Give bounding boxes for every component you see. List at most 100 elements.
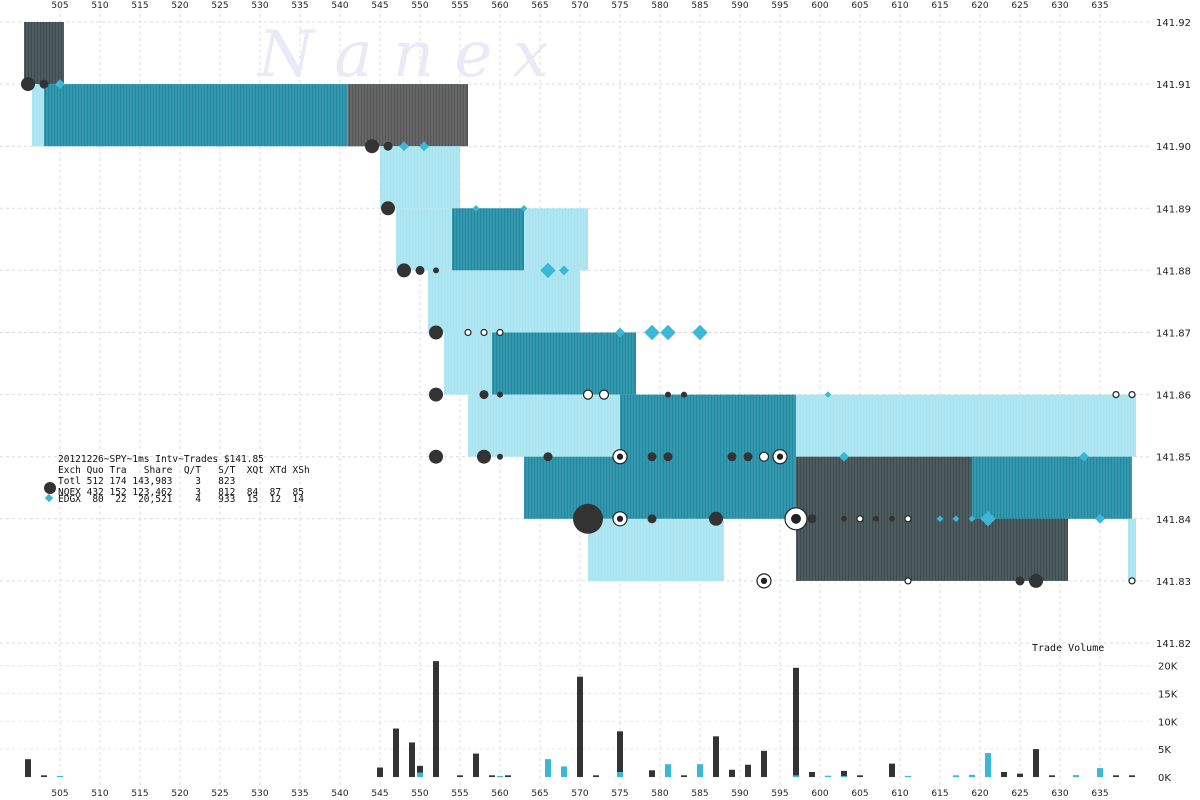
- volume-bar-edgx: [969, 774, 975, 777]
- x-tick-label-bottom: 625: [1011, 789, 1028, 799]
- x-tick-label-bottom: 605: [851, 789, 868, 799]
- x-tick-label-bottom: 515: [131, 789, 148, 799]
- x-tick-label-bottom: 590: [731, 789, 748, 799]
- x-tick-label-top: 610: [891, 1, 908, 11]
- vol-tick-label: 0K: [1158, 773, 1171, 784]
- x-tick-label-bottom: 565: [531, 789, 548, 799]
- volume-bar-edgx: [697, 764, 703, 777]
- nqex-trade: [497, 391, 503, 398]
- nqex-trade: [433, 267, 439, 274]
- x-tick-label-bottom: 535: [291, 789, 308, 799]
- y-tick-label: 141.89: [1156, 204, 1191, 215]
- volume-axis-ticks: 20K 15K 10K 5K 0K: [1158, 662, 1178, 784]
- volume-bar-edgx: [665, 764, 671, 777]
- x-tick-label-top: 510: [91, 1, 108, 11]
- x-tick-label-top: 620: [971, 1, 988, 11]
- x-tick-label-bottom: 615: [931, 789, 948, 799]
- volume-bar-edgx: [825, 775, 831, 777]
- nqex-trade: [543, 452, 553, 462]
- edgx-trade: [839, 451, 849, 462]
- volume-bar-nqex: [377, 767, 383, 777]
- vol-tick-label: 10K: [1158, 717, 1178, 728]
- edgx-trade: [692, 324, 708, 341]
- nqex-trade: [39, 79, 49, 89]
- trade-inner-dot: [776, 453, 784, 460]
- x-tick-label-bottom: 510: [91, 789, 108, 799]
- nqex-trade: [365, 139, 379, 154]
- quote-band: [796, 394, 1136, 457]
- x-tick-label-top: 615: [931, 1, 948, 11]
- volume-bar-edgx: [561, 766, 567, 777]
- nqex-trade: [889, 515, 895, 522]
- x-tick-label-top: 625: [1011, 1, 1028, 11]
- volume-bar-nqex: [593, 775, 599, 777]
- stats-row-nqex: NQEX 432 152 123,462 3 812 84 87 85: [58, 487, 304, 498]
- quote-band: [380, 146, 460, 209]
- vol-tick-label: 15K: [1158, 689, 1178, 700]
- edgx-trade: [399, 141, 409, 152]
- x-tick-label-bottom: 585: [691, 789, 708, 799]
- trade-inner-dot: [791, 513, 801, 524]
- edgx-trade: [936, 515, 944, 523]
- x-tick-label-top: 520: [171, 1, 188, 11]
- volume-bar-nqex: [617, 731, 623, 777]
- nqex-trade: [21, 77, 35, 92]
- y-tick-label: 141.85: [1156, 453, 1191, 464]
- volume-bar-edgx: [841, 775, 847, 777]
- edgx-trade: [520, 205, 528, 212]
- volume-bar-nqex: [1033, 749, 1039, 777]
- edgx-trade: [660, 324, 676, 341]
- trade-open-marker: [496, 328, 504, 337]
- y-tick-label: 141.92: [1156, 18, 1191, 29]
- x-tick-label-top: 505: [51, 1, 68, 11]
- edgx-trade: [1095, 513, 1105, 524]
- stats-title: 20121226~SPY~1ms Intv~Trades $141.85: [58, 454, 264, 465]
- stats-row-totl: Totl 512 174 143,983 3 823: [58, 476, 235, 487]
- x-tick-label-top: 580: [651, 1, 668, 11]
- volume-bar-nqex: [409, 742, 415, 777]
- x-tick-label-top: 530: [251, 1, 268, 11]
- trade-open-marker: [1128, 577, 1136, 585]
- nqex-trade: [709, 511, 723, 526]
- volume-bar-nqex: [1001, 771, 1007, 777]
- volume-bar-nqex: [41, 775, 47, 777]
- x-tick-label-bottom: 525: [211, 789, 228, 799]
- x-tick-label-bottom: 630: [1051, 789, 1068, 799]
- y-tick-label: 141.83: [1156, 577, 1191, 588]
- x-tick-label-bottom: 600: [811, 789, 828, 799]
- nqex-trade: [665, 391, 671, 398]
- volume-bar-edgx: [905, 775, 911, 777]
- x-tick-label-bottom: 610: [891, 789, 908, 799]
- edgx-trade: [644, 324, 660, 341]
- volume-bar-nqex: [473, 753, 479, 777]
- quote-band: [468, 394, 620, 457]
- volume-bar-nqex: [489, 775, 495, 777]
- nqex-trade: [1015, 576, 1025, 586]
- y-tick-label: 141.84: [1156, 515, 1191, 526]
- trade-open-marker: [464, 328, 472, 337]
- nqex-trade: [497, 453, 503, 460]
- edgx-trade: [540, 262, 556, 279]
- x-tick-label-top: 525: [211, 1, 228, 11]
- stats-panel: 20121226~SPY~1ms Intv~Trades $141.85 Exc…: [44, 454, 310, 505]
- edgx-trade: [980, 511, 996, 527]
- volume-bar-edgx: [617, 771, 623, 777]
- x-tick-label-bottom: 555: [451, 789, 468, 799]
- quote-band: [24, 22, 64, 85]
- quote-band: [428, 270, 580, 333]
- volume-bar-nqex: [577, 676, 583, 777]
- volume-bar-nqex: [809, 771, 815, 777]
- volume-bar-edgx: [1097, 768, 1103, 777]
- trade-open-marker: [904, 577, 912, 585]
- x-tick-label-top: 545: [371, 1, 388, 11]
- y-tick-label: 141.82: [1156, 639, 1191, 650]
- x-tick-label-top: 585: [691, 1, 708, 11]
- x-tick-label-top: 600: [811, 1, 828, 11]
- x-tick-label-bottom: 545: [371, 789, 388, 799]
- nqex-trade: [1029, 573, 1043, 588]
- trade-open-marker: [904, 515, 912, 523]
- x-tick-label-bottom: 595: [771, 789, 788, 799]
- edgx-trade: [55, 79, 65, 90]
- volume-bar-nqex: [713, 736, 719, 777]
